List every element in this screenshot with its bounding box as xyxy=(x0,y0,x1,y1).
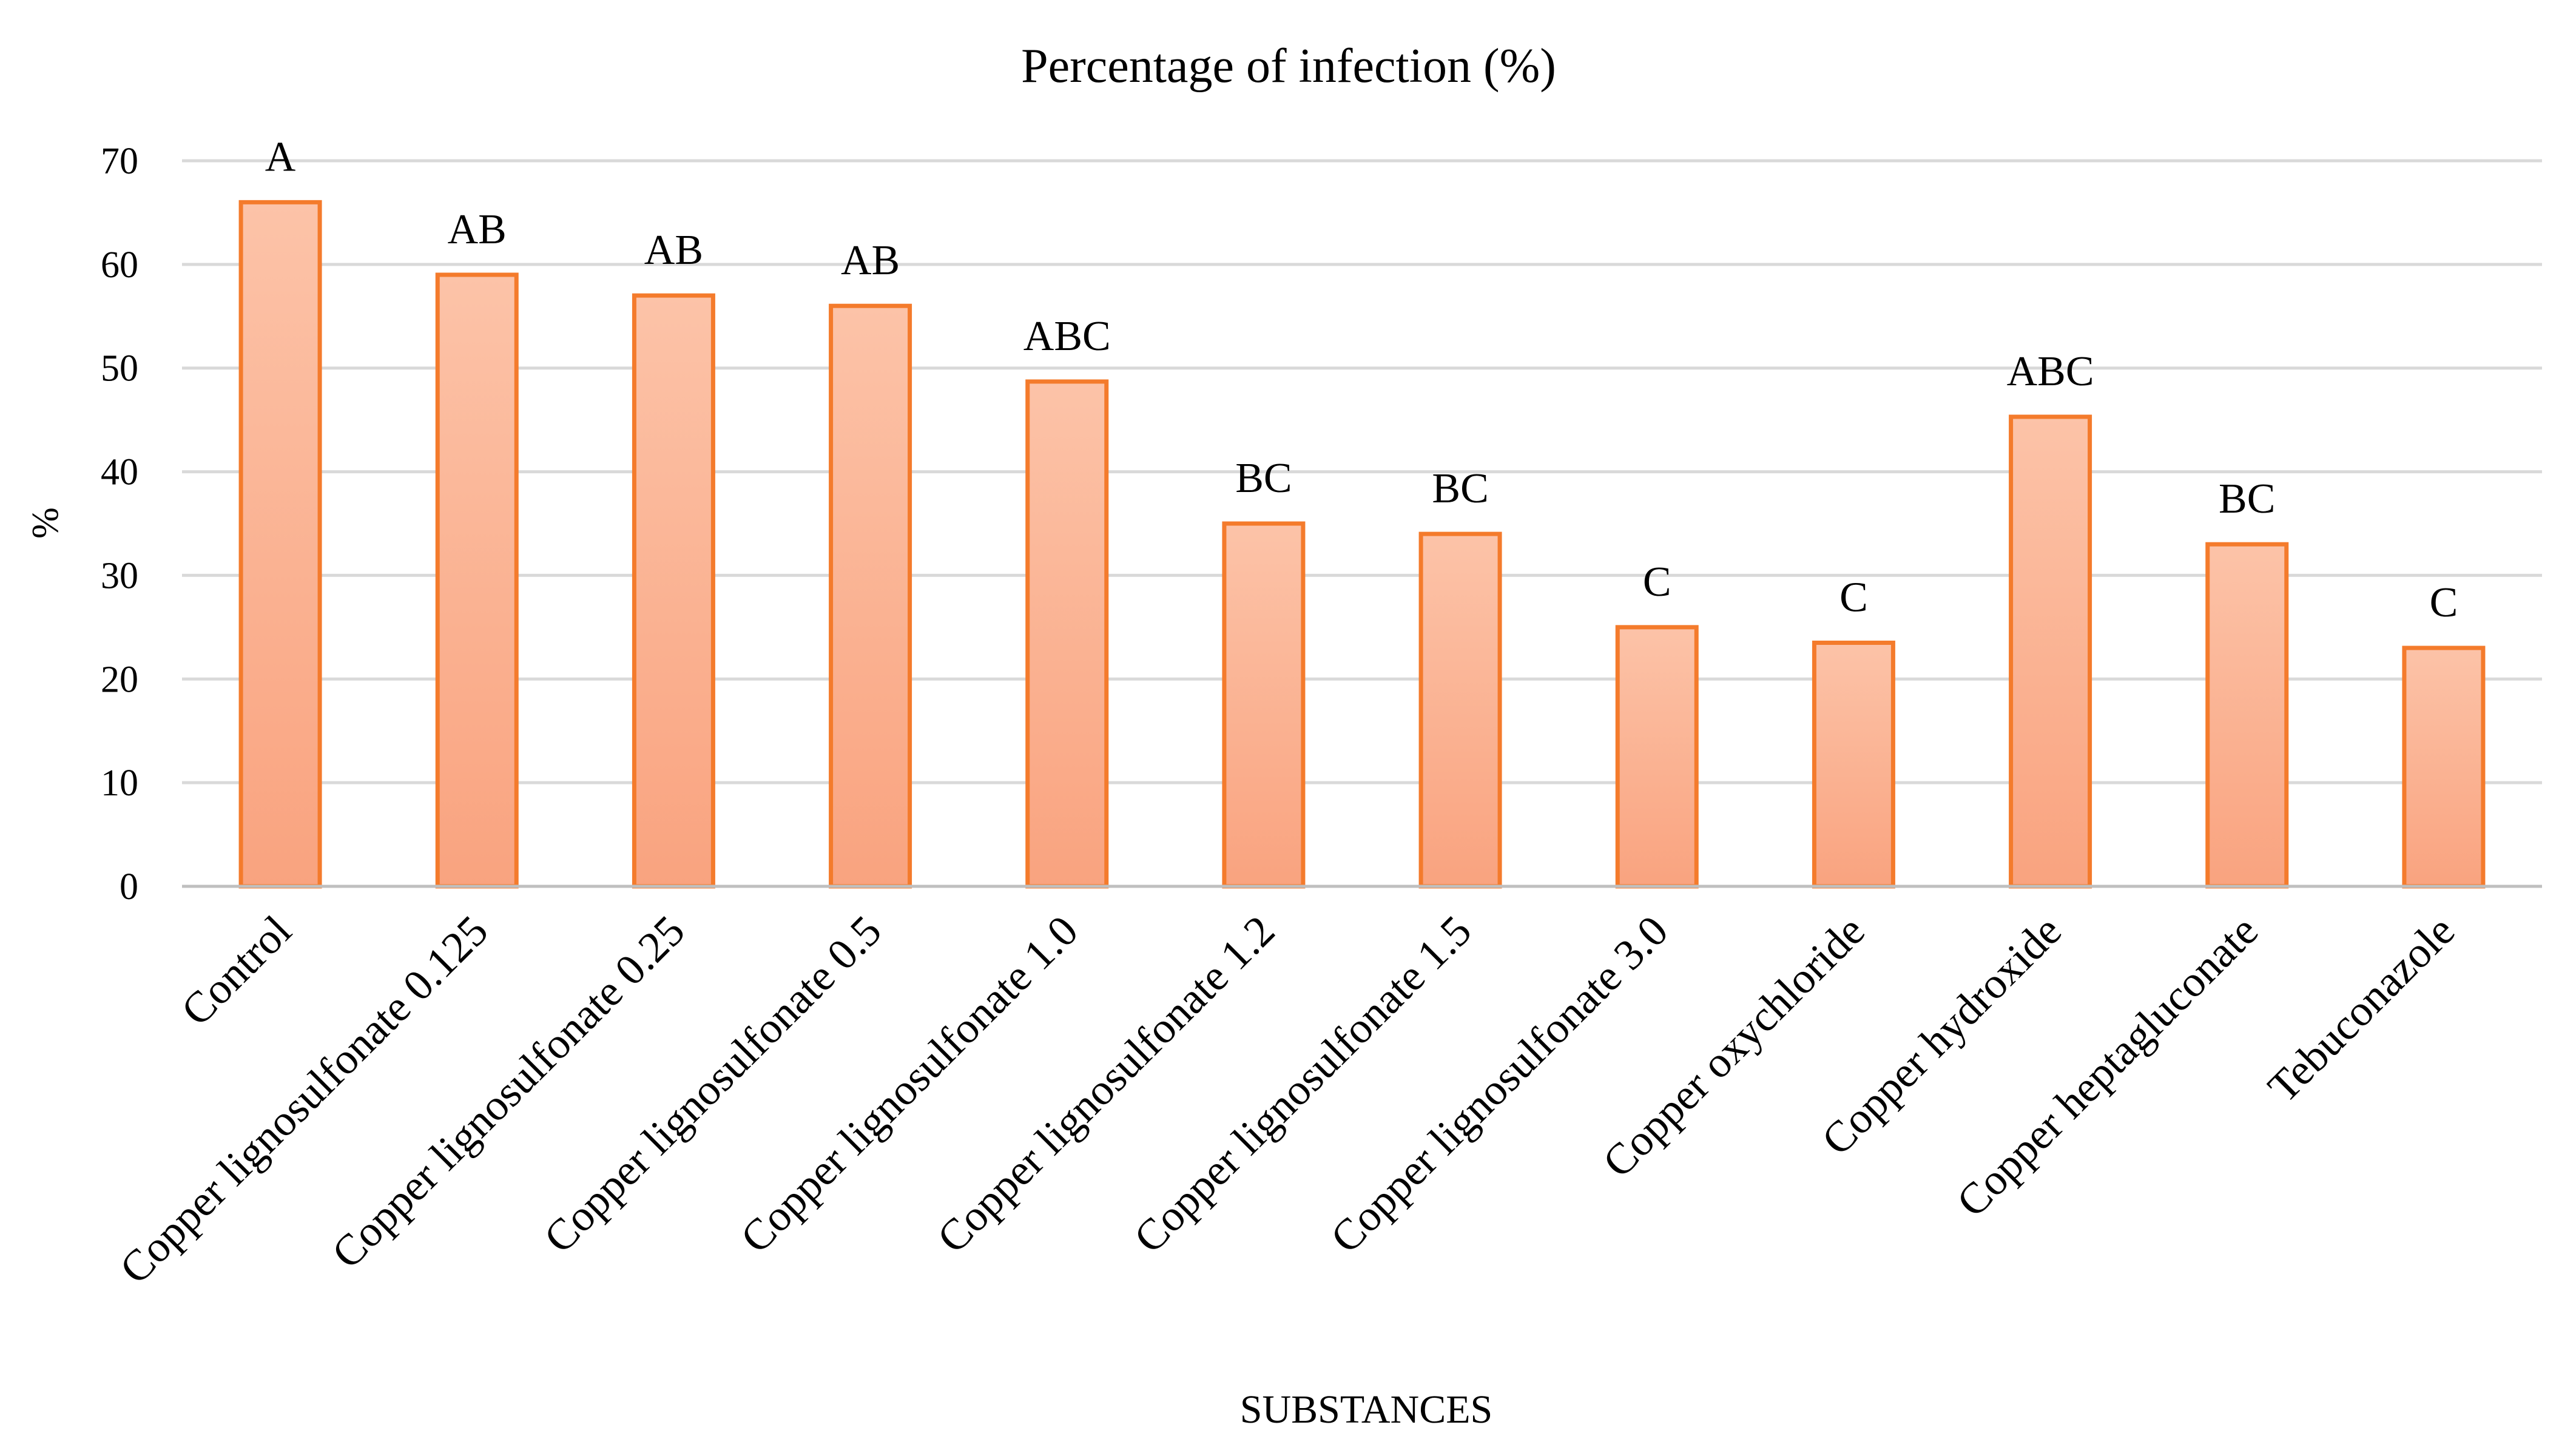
y-tick-label: 40 xyxy=(101,452,138,493)
significance-label: AB xyxy=(448,206,507,253)
significance-label: C xyxy=(1643,559,1671,605)
bar xyxy=(435,272,519,889)
significance-labels: A AB AB AB ABC BC BC C C ABC BC C xyxy=(265,133,2458,626)
bar xyxy=(2402,645,2486,889)
y-tick-label: 20 xyxy=(101,659,138,700)
significance-label: C xyxy=(1839,574,1868,621)
x-tick-label: Copper lignosulfonate 0.125 xyxy=(110,906,497,1293)
y-tick-label: 10 xyxy=(101,763,138,804)
x-tick-label: Copper lignosulfonate 1.2 xyxy=(928,906,1284,1262)
significance-label: ABC xyxy=(1023,313,1111,360)
x-tick-label: Copper lignosulfonate 0.5 xyxy=(534,906,891,1262)
bar xyxy=(1025,379,1109,889)
x-tick-label: Copper lignosulfonate 1.5 xyxy=(1125,906,1481,1262)
bar xyxy=(2009,414,2092,889)
significance-label: AB xyxy=(841,237,900,284)
significance-label: AB xyxy=(644,227,703,274)
y-axis-ticks: 0 10 20 30 40 50 60 70 xyxy=(101,141,138,908)
bar xyxy=(1222,521,1306,889)
significance-label: A xyxy=(265,133,296,180)
x-axis-label: SUBSTANCES xyxy=(1240,1387,1493,1432)
significance-label: ABC xyxy=(2007,348,2094,395)
y-axis-label: % xyxy=(25,507,66,539)
gridlines xyxy=(182,159,2542,784)
significance-label: C xyxy=(2430,579,2458,626)
x-tick-label: Copper lignosulfonate 1.0 xyxy=(731,906,1087,1262)
bars xyxy=(238,200,2486,889)
bar xyxy=(1615,625,1699,889)
significance-label: BC xyxy=(1235,455,1292,502)
bar xyxy=(632,293,715,889)
x-tick-label: Copper lignosulfonate 0.25 xyxy=(322,906,693,1278)
x-tick-label: Copper lignosulfonate 3.0 xyxy=(1321,906,1677,1262)
x-tick-label: Tebuconazole xyxy=(2259,906,2464,1112)
significance-label: BC xyxy=(1432,465,1488,512)
significance-label: BC xyxy=(2219,476,2275,522)
bar xyxy=(829,303,912,889)
bar xyxy=(1418,531,1502,889)
y-tick-label: 70 xyxy=(101,141,138,182)
bar xyxy=(1812,640,1895,889)
chart-title: Percentage of infection (%) xyxy=(1021,39,1556,93)
y-tick-label: 0 xyxy=(120,866,138,908)
bar xyxy=(238,200,322,889)
y-tick-label: 60 xyxy=(101,244,138,286)
bar xyxy=(2205,542,2289,889)
y-tick-label: 30 xyxy=(101,555,138,596)
x-tick-label: Control xyxy=(172,906,300,1035)
y-tick-label: 50 xyxy=(101,348,138,389)
